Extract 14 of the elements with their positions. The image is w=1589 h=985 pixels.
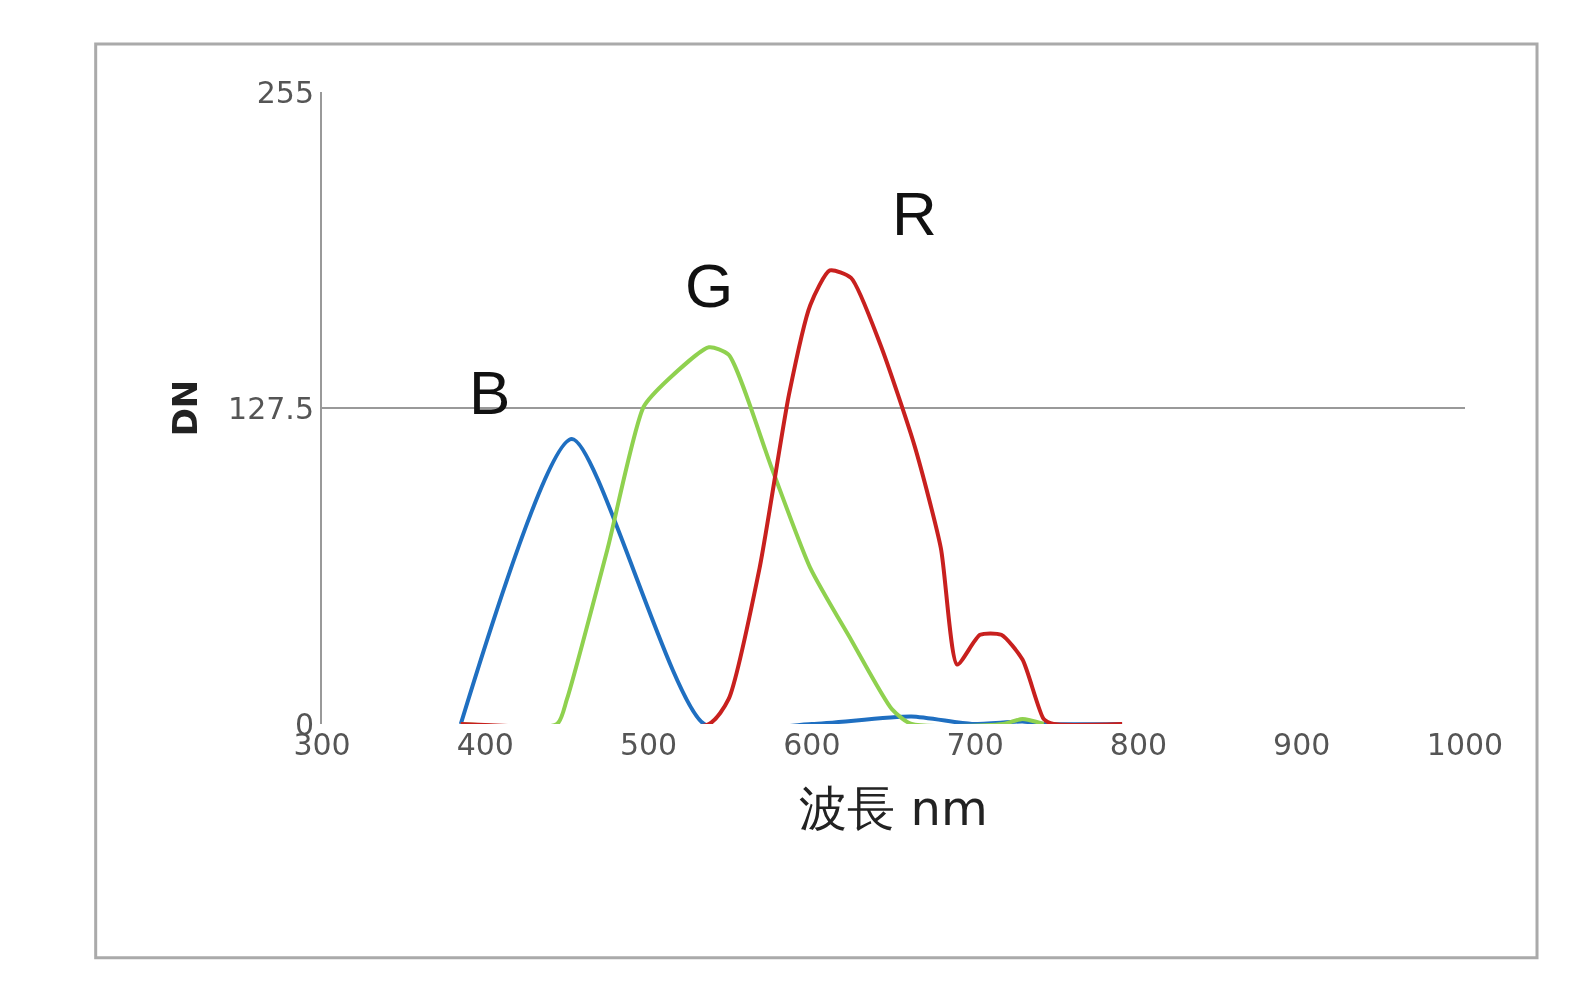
- y-axis-title: DN: [165, 379, 206, 437]
- series-label: R: [892, 179, 937, 248]
- x-tick-label: 800: [1109, 727, 1168, 762]
- x-tick-label: 500: [619, 727, 678, 762]
- series-label: B: [469, 358, 511, 427]
- x-tick-label: 1000: [1426, 727, 1504, 762]
- x-axis-title: 波長 nm: [799, 780, 988, 837]
- x-tick-label: 400: [456, 727, 514, 762]
- series-label: G: [685, 251, 734, 320]
- y-tick-label: 255: [256, 74, 314, 110]
- x-tick-label: 600: [783, 727, 841, 762]
- y-tick-label: 127.5: [228, 390, 314, 426]
- x-tick-label: 700: [946, 727, 1004, 762]
- x-tick-label: 900: [1273, 727, 1331, 762]
